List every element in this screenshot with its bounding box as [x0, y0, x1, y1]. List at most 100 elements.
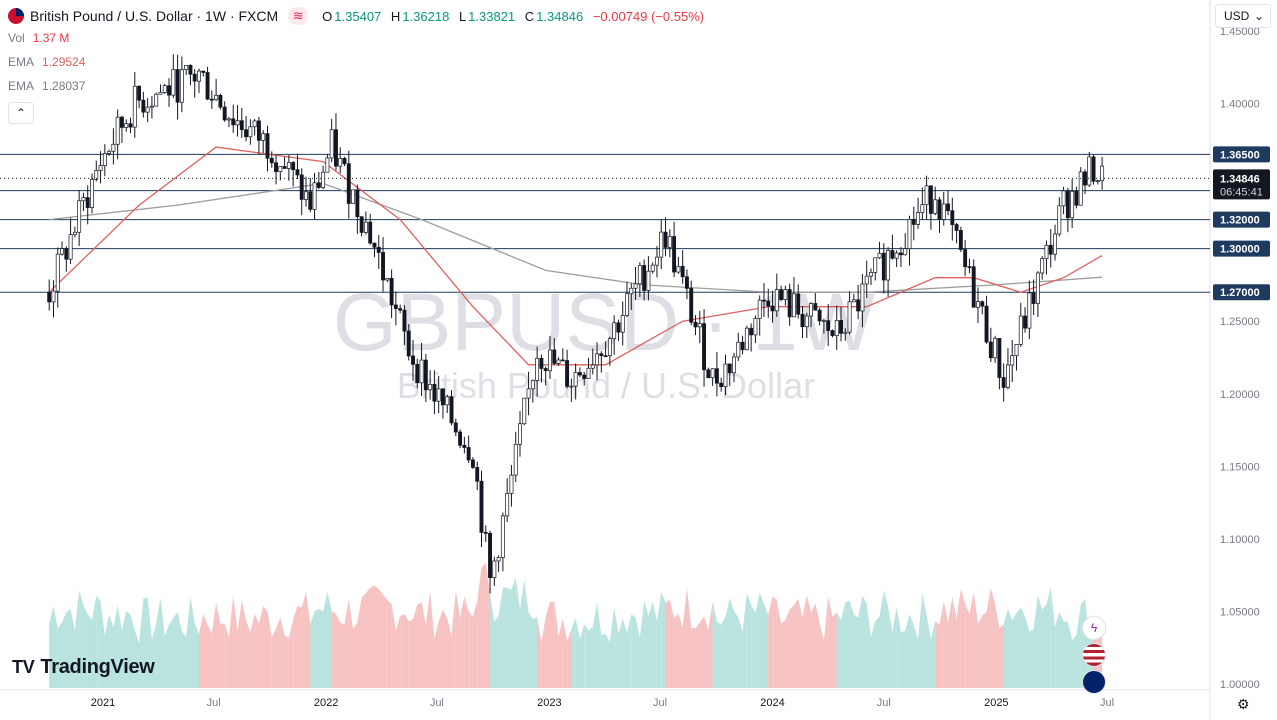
time-tick-label: 2022 — [314, 697, 338, 709]
candle-body — [137, 85, 142, 101]
volume-segment — [562, 618, 568, 688]
volume-segment — [661, 591, 666, 688]
volume-segment — [627, 614, 632, 688]
volume-segment — [460, 596, 465, 688]
candle-body — [214, 94, 219, 101]
volume-segment — [935, 621, 940, 688]
volume-segment — [776, 600, 782, 688]
chart-side-icons: ϟ — [1082, 616, 1106, 697]
volume-segment — [284, 635, 289, 688]
volume-segment — [943, 601, 949, 688]
candle-body — [907, 219, 912, 249]
candle-body — [179, 69, 184, 103]
settings-icon[interactable]: ⚙ — [1237, 696, 1250, 712]
candle-body — [984, 305, 989, 343]
candle-body — [543, 368, 548, 372]
candle-body — [368, 221, 373, 244]
candle-body — [582, 374, 587, 379]
candle-body — [141, 99, 146, 113]
volume-segment — [417, 602, 422, 688]
symbol-row[interactable]: British Pound / U.S. Dollar · 1W · FXCM … — [8, 6, 704, 26]
candle-body — [346, 163, 351, 204]
volume-segment — [708, 601, 713, 688]
candle-body — [680, 265, 685, 278]
volume-value: 1.37 M — [32, 31, 70, 45]
volume-segment — [815, 603, 820, 688]
volume-segment — [635, 617, 640, 688]
candle-body — [1091, 156, 1096, 182]
candle-body — [620, 315, 625, 333]
volume-segment — [922, 592, 927, 688]
candle-body — [94, 170, 99, 180]
low-value: 1.33821 — [468, 8, 516, 24]
volume-segment — [1046, 587, 1051, 688]
volume-segment — [858, 595, 863, 688]
price-tick-label: 1.40000 — [1220, 99, 1260, 111]
volume-segment — [742, 593, 747, 688]
candle-body — [1040, 258, 1045, 274]
candle-body — [526, 388, 531, 399]
volume-segment — [793, 598, 799, 688]
volume-segment — [151, 623, 157, 688]
volume-segment — [511, 577, 516, 688]
volume-segment — [528, 612, 533, 688]
volume-segment — [1063, 621, 1068, 688]
candle-body — [993, 338, 998, 359]
volume-segment — [515, 577, 521, 688]
volume-segment — [451, 590, 456, 688]
volume-segment — [806, 595, 812, 688]
volume-segment — [798, 598, 803, 688]
candle-body — [873, 257, 878, 273]
volume-segment — [686, 587, 692, 688]
candle-body — [787, 289, 792, 318]
volume-segment — [995, 604, 1000, 688]
volume-segment — [695, 622, 700, 688]
ema-slow-indicator[interactable]: EMA 1.28037 — [8, 79, 86, 93]
candle-body — [282, 166, 287, 169]
candle-body — [231, 118, 236, 126]
uk-flag-icon[interactable] — [1082, 670, 1106, 694]
candle-body — [389, 277, 394, 306]
volume-segment — [575, 617, 580, 688]
candle-body — [1053, 233, 1057, 255]
volume-segment — [224, 623, 229, 688]
candle-body — [633, 283, 638, 289]
candle-body — [372, 242, 377, 248]
volume-segment — [378, 588, 384, 688]
candle-body — [85, 197, 90, 208]
candle-body — [227, 118, 231, 121]
volume-segment — [425, 591, 431, 688]
candle-body — [291, 162, 296, 171]
chart-type-icon[interactable]: ≋ — [288, 7, 309, 25]
volume-segment — [327, 591, 332, 688]
candle-body — [1010, 355, 1015, 366]
candle-body — [445, 396, 450, 406]
volume-segment — [545, 601, 550, 688]
candle-body — [385, 277, 390, 281]
volume-segment — [340, 622, 345, 688]
candle-body — [274, 162, 278, 173]
time-tick-label: Jul — [653, 697, 667, 709]
ema-fast-indicator[interactable]: EMA 1.29524 — [8, 55, 86, 69]
candle-body — [128, 123, 133, 128]
candle-body — [616, 322, 621, 333]
volume-segment — [845, 600, 850, 688]
currency-select[interactable]: USD ⌄ — [1215, 4, 1271, 28]
symbol-title[interactable]: British Pound / U.S. Dollar · 1W · FXCM — [30, 8, 279, 24]
volume-segment — [254, 613, 259, 688]
candle-body — [603, 355, 608, 358]
volume-segment — [288, 619, 294, 688]
candle-body — [997, 338, 1002, 378]
volume-segment — [965, 604, 970, 688]
volume-indicator[interactable]: Vol 1.37 M — [8, 31, 70, 45]
us-flag-icon[interactable] — [1082, 643, 1106, 667]
tradingview-logo[interactable]: TV TradingView — [12, 656, 155, 679]
candle-body — [411, 355, 415, 365]
collapse-legend-button[interactable]: ⌃ — [8, 102, 34, 124]
flame-icon[interactable]: ϟ — [1082, 616, 1106, 640]
volume-segment — [216, 602, 221, 688]
volume-segment — [1072, 635, 1077, 688]
volume-segment — [66, 609, 71, 688]
